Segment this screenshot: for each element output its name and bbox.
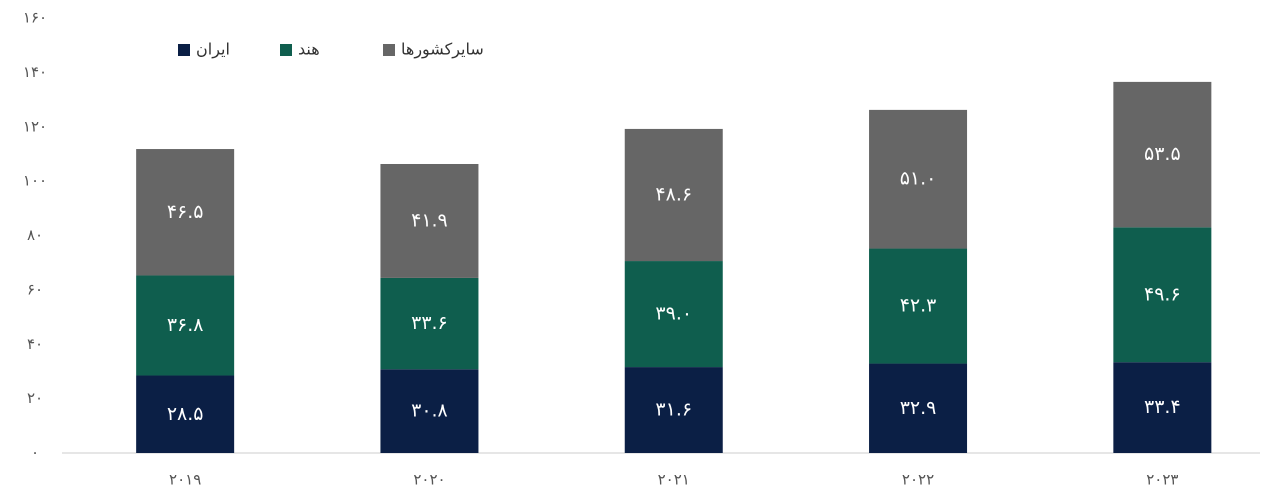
bar-segment (136, 375, 235, 453)
value-label: ۳۶.۸ (167, 314, 204, 336)
bar-segment (869, 248, 968, 364)
bar-segment (1113, 227, 1212, 363)
bar-segment (869, 363, 968, 453)
legend-swatch (280, 44, 292, 56)
x-tick-label: ۲۰۱۹ (169, 471, 201, 489)
value-label: ۳۳.۴ (1144, 396, 1181, 418)
bar-segment (624, 261, 723, 368)
bar-segment (624, 128, 723, 262)
x-tick-label: ۲۰۲۰ (413, 471, 445, 489)
y-tick-label: ۰ (31, 444, 39, 462)
bar-segment (380, 369, 479, 453)
value-label: ۴۱.۹ (411, 209, 448, 231)
legend-swatch (383, 44, 395, 56)
legend-label: سایرکشورها (401, 40, 484, 60)
value-label: ۴۲.۳ (900, 295, 937, 317)
value-label: ۳۲.۹ (900, 397, 937, 419)
value-label: ۳۰.۸ (411, 400, 448, 422)
x-tick-label: ۲۰۲۲ (902, 471, 934, 489)
legend-swatch (178, 44, 190, 56)
bar-segment (380, 163, 479, 278)
value-label: ۵۳.۵ (1144, 143, 1181, 165)
bar-segment (869, 109, 968, 249)
y-tick-label: ۱۰۰ (23, 172, 47, 190)
bar-segment (136, 149, 235, 276)
y-tick-label: ۶۰ (27, 280, 43, 298)
y-tick-label: ۸۰ (27, 226, 43, 244)
y-tick-label: ۱۶۰ (23, 9, 47, 27)
bar-segment (136, 275, 235, 376)
value-label: ۳۱.۶ (655, 399, 692, 421)
value-label: ۴۹.۶ (1144, 283, 1181, 305)
value-label: ۴۶.۵ (167, 201, 204, 223)
legend-label: هند (298, 40, 320, 59)
x-tick-label: ۲۰۲۳ (1146, 471, 1178, 489)
bar-segment (624, 367, 723, 453)
value-label: ۲۸.۵ (167, 403, 204, 425)
legend-label: ایران (196, 40, 230, 60)
bar-segment (380, 277, 479, 370)
value-label: ۳۳.۶ (411, 312, 448, 334)
value-label: ۵۱.۰ (900, 168, 937, 190)
x-tick-label: ۲۰۲۱ (658, 471, 690, 489)
value-label: ۴۸.۶ (655, 183, 692, 205)
y-tick-label: ۲۰ (27, 389, 43, 407)
value-label: ۳۹.۰ (655, 303, 692, 325)
y-tick-label: ۱۴۰ (23, 63, 47, 81)
y-tick-label: ۱۲۰ (23, 117, 47, 135)
y-tick-label: ۴۰ (27, 335, 43, 353)
bar-segment (1113, 362, 1212, 453)
bar-segment (1113, 81, 1212, 228)
